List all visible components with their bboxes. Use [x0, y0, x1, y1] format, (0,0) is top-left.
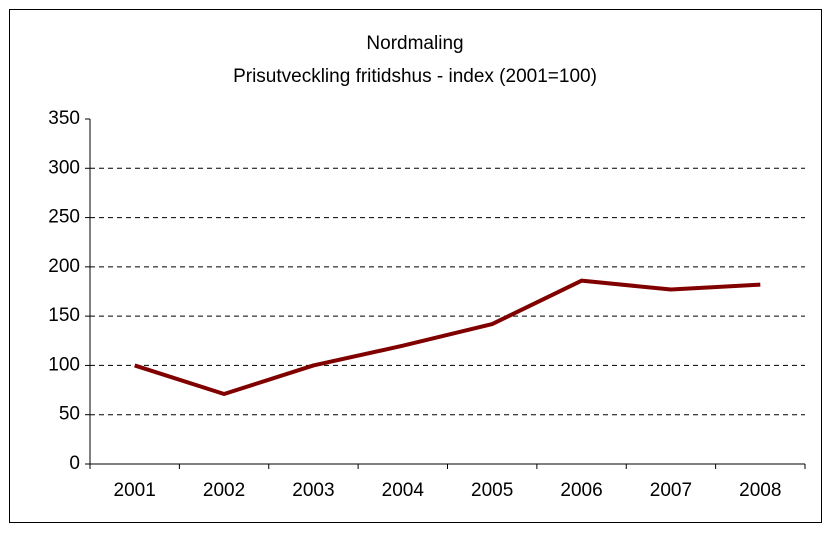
y-tick-label: 50: [59, 404, 80, 425]
y-tick-label: 150: [48, 305, 80, 326]
x-tick-label: 2008: [739, 480, 781, 501]
y-tick-label: 100: [48, 354, 80, 375]
y-tick-label: 0: [69, 453, 80, 474]
chart-frame: [9, 9, 822, 523]
y-tick-label: 300: [48, 157, 80, 178]
x-tick-label: 2002: [203, 480, 245, 501]
x-tick-label: 2006: [560, 480, 602, 501]
x-tick-label: 2003: [292, 480, 334, 501]
chart-title: Nordmaling: [366, 33, 463, 54]
data-line: [134, 278, 761, 397]
x-tick-label: 2004: [382, 480, 425, 501]
y-tick-label: 250: [48, 207, 80, 228]
x-tick-label: 2005: [471, 480, 513, 501]
y-tick-label: 200: [48, 256, 80, 277]
y-tick-label: 350: [48, 108, 80, 129]
x-tick-label: 2001: [114, 480, 156, 501]
x-tick-label: 2007: [650, 480, 692, 501]
chart-subtitle: Prisutveckling fritidshus - index (2001=…: [233, 66, 597, 87]
